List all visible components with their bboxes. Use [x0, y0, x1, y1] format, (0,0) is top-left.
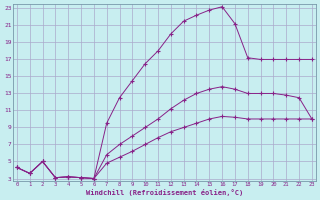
X-axis label: Windchill (Refroidissement éolien,°C): Windchill (Refroidissement éolien,°C) — [86, 189, 243, 196]
